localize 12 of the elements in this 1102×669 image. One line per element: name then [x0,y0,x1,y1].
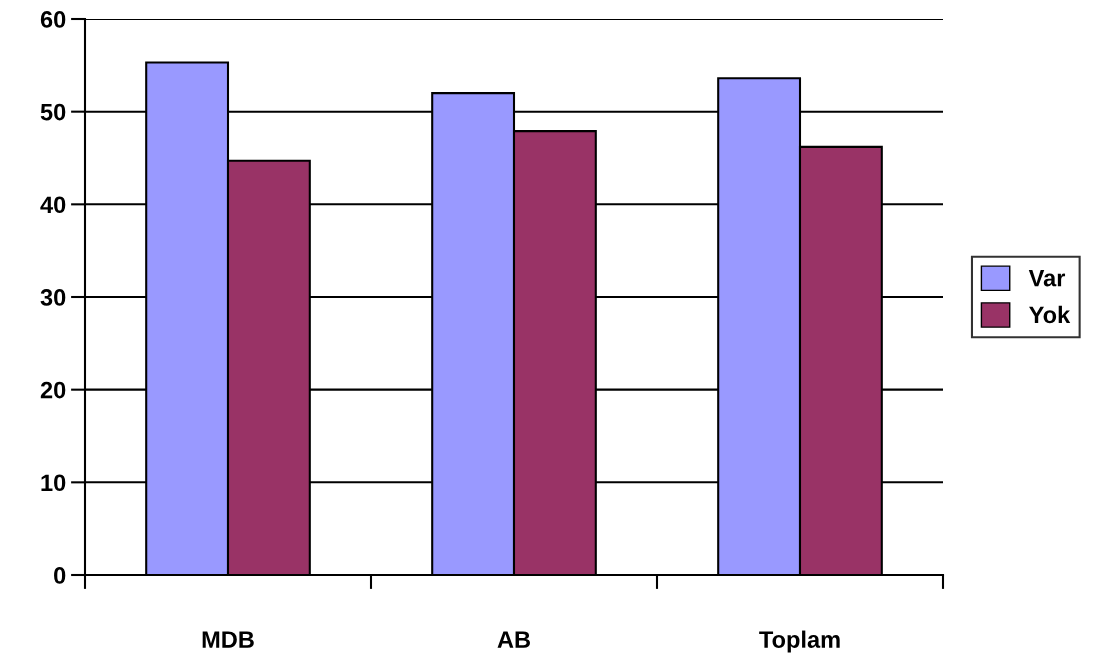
y-tick-label: 30 [40,289,66,306]
y-tick-label: 40 [40,196,66,214]
y-tick-label: 10 [41,474,66,492]
y-tick-label: 20 [40,381,66,399]
y-tick-label: 50 [40,103,66,121]
x-tick-label: Toplam [759,630,840,653]
y-tick-label: 60 [40,11,66,28]
x-tick-label: MDB [202,631,254,648]
x-tick-label: AB [497,631,530,648]
legend-label: Yok [1029,305,1071,324]
legend-label: Var [1028,269,1066,287]
y-tick-label: 0 [54,567,66,584]
